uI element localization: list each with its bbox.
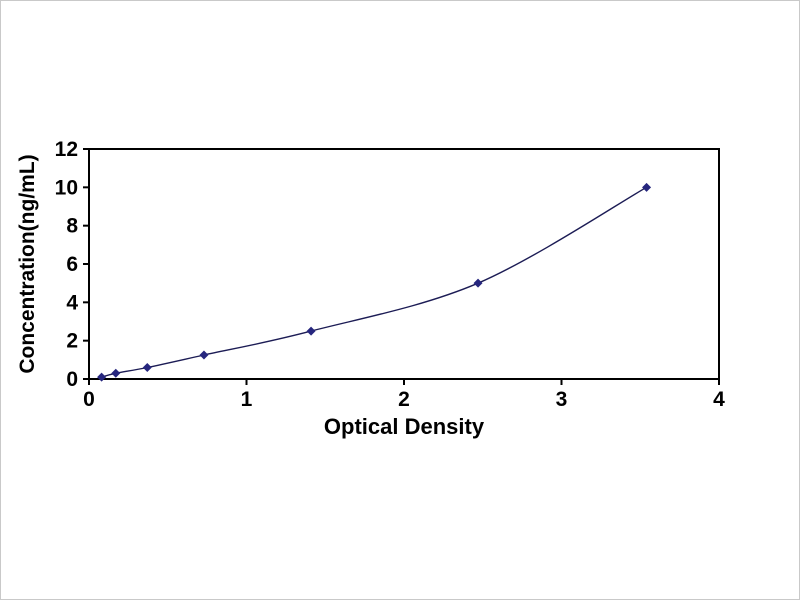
data-point-marker [306,326,316,336]
x-tick-label: 0 [83,388,95,411]
x-tick-label: 1 [241,388,253,411]
data-line [101,186,647,378]
data-point-marker [473,278,483,288]
y-tick-label: 8 [66,215,78,238]
x-tick-label: 2 [398,388,410,411]
x-tick-label: 4 [713,388,725,411]
y-tick-label: 10 [55,176,78,199]
y-tick-label: 4 [66,291,78,314]
data-point-marker [97,372,107,382]
y-tick-label: 2 [66,330,78,353]
y-axis-label: Concentration(ng/mL) [16,154,39,373]
plot-border [88,148,720,380]
data-point-marker [111,368,121,378]
y-tick-label: 0 [66,368,78,391]
x-axis-label: Optical Density [324,414,485,439]
data-point-marker [642,182,652,192]
y-tick-label: 6 [66,253,78,276]
data-point-marker [199,350,209,360]
x-tick-label: 3 [556,388,568,411]
data-point-marker [142,363,152,372]
y-tick-label: 12 [55,138,78,161]
